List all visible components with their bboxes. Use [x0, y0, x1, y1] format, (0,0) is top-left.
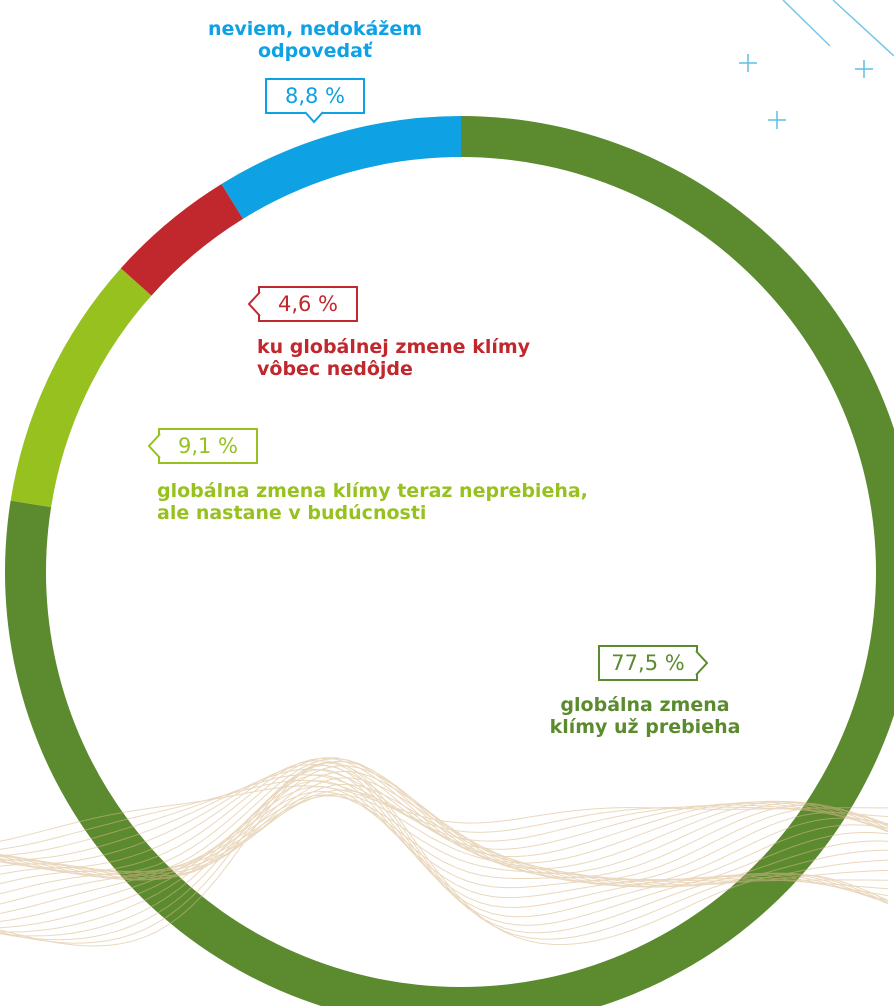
- decor-wave-line: [0, 793, 889, 887]
- decor-waves: [0, 757, 889, 947]
- decor-plus-icon: [855, 60, 873, 78]
- value-label-no-change: 4,6 %: [258, 286, 358, 322]
- decor-wave-line: [0, 762, 889, 947]
- decor-wave-line: [0, 765, 889, 885]
- decor-line: [782, 0, 831, 47]
- slice-label-ongoing: globálna zmena klímy už prebieha: [549, 694, 741, 738]
- decor-plus-icon: [768, 111, 786, 129]
- decor-wave-line: [0, 785, 888, 842]
- decor-wave-line: [0, 768, 889, 861]
- slice-future: [10, 268, 152, 508]
- value-label-ongoing: 77,5 %: [598, 645, 698, 681]
- slice-label-no-change: ku globálnej zmene klímy vôbec nedôjde: [257, 336, 531, 380]
- pointer-dont-know: [304, 111, 324, 124]
- decor-wave-line: [0, 774, 889, 933]
- decor-wave-line: [0, 760, 889, 882]
- decor-wave-line: [0, 763, 889, 865]
- decor-wave-line: [0, 779, 889, 850]
- decor-wave-line: [0, 757, 889, 878]
- decor-line: [832, 0, 894, 57]
- slice-dont-know: [221, 116, 461, 219]
- value-label-future: 9,1 %: [158, 428, 258, 464]
- pointer-future: [147, 433, 161, 459]
- decor-plus-icon: [739, 54, 757, 72]
- decor-wave-line: [0, 757, 889, 876]
- pointer-ongoing: [695, 650, 709, 676]
- pointer-no-change: [247, 291, 261, 317]
- value-label-dont-know: 8,8 %: [265, 78, 365, 114]
- slice-no-change: [120, 183, 244, 296]
- decor-wave-line: [0, 780, 889, 929]
- slice-label-dont-know: neviem, nedokážem odpovedať: [207, 18, 423, 62]
- decor-wave-line: [0, 783, 889, 888]
- slice-label-future: globálna zmena klímy teraz neprebieha, a…: [157, 480, 588, 524]
- decor-wave-line: [0, 774, 889, 857]
